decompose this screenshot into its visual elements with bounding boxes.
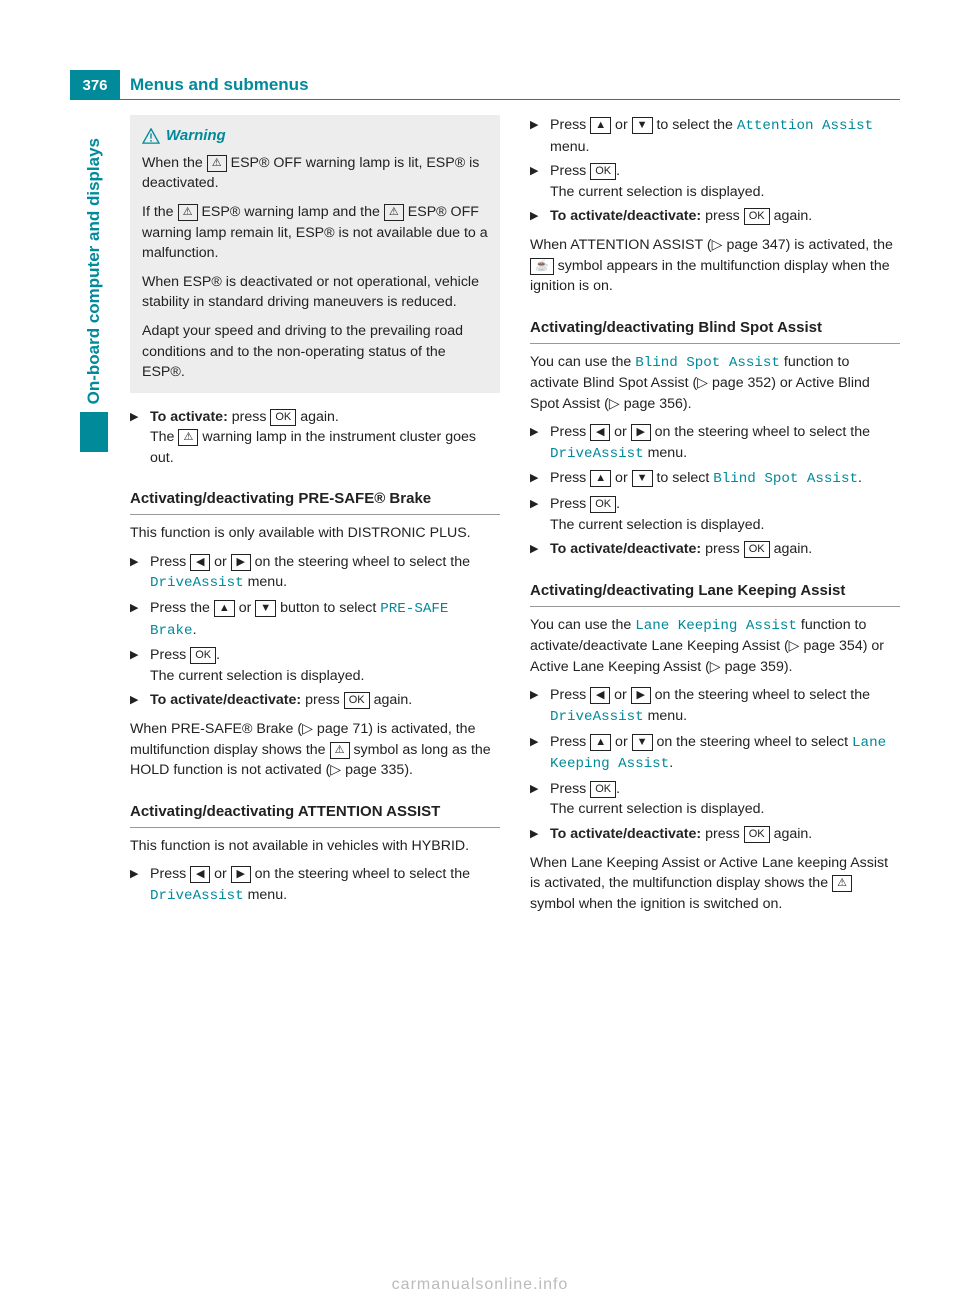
presafe-step2: ▶ Press the ▲ or ▼ button to select PRE-… [130, 598, 500, 641]
warning-p3: When ESP® is deactivated or not operatio… [142, 272, 488, 313]
page: 376 Menus and submenus On-board computer… [0, 0, 960, 1302]
header-bar: 376 Menus and submenus [70, 70, 900, 100]
side-label: On-board computer and displays [84, 130, 104, 412]
right-key: ▶ [631, 687, 651, 704]
step-marker: ▶ [130, 407, 142, 469]
up-key: ▲ [214, 600, 235, 617]
footer-watermark: carmanualsonline.info [0, 1276, 960, 1294]
esp-off-key: ⚠ [178, 429, 198, 446]
blindspot-menu: Blind Spot Assist [635, 355, 780, 371]
blindspot-step3: ▶ Press OK.The current selection is disp… [530, 494, 900, 535]
brake-key: ⚠ [330, 742, 350, 759]
warning-label: Warning [166, 125, 226, 147]
lane-heading: Activating/deactivating Lane Keeping Ass… [530, 580, 900, 607]
ok-key: OK [270, 409, 296, 426]
ok-key: OK [744, 826, 770, 843]
lane-step3: ▶ Press OK.The current selection is disp… [530, 779, 900, 820]
right-key: ▶ [231, 554, 251, 571]
esp-off-key: ⚠ [207, 155, 227, 172]
ok-key: OK [590, 781, 616, 798]
down-key: ▼ [632, 470, 653, 487]
ok-key: OK [590, 163, 616, 180]
right-key: ▶ [231, 866, 251, 883]
page-number: 376 [70, 70, 120, 100]
warning-title: Warning [142, 125, 488, 147]
left-key: ◀ [590, 687, 610, 704]
up-key: ▲ [590, 117, 611, 134]
up-key: ▲ [590, 734, 611, 751]
ok-key: OK [344, 692, 370, 709]
presafe-note: When PRE-SAFE® Brake (▷ page 71) is acti… [130, 719, 500, 781]
presafe-step1: ▶ Press ◀ or ▶ on the steering wheel to … [130, 552, 500, 594]
attention-step2: ▶ Press ▲ or ▼ to select the Attention A… [530, 115, 900, 157]
down-key: ▼ [632, 117, 653, 134]
header-title: Menus and submenus [120, 70, 900, 100]
blindspot-menu: Blind Spot Assist [713, 471, 858, 487]
warning-p2: If the ⚠ ESP® warning lamp and the ⚠ ESP… [142, 202, 488, 264]
lane-key: ⚠ [832, 875, 852, 892]
left-key: ◀ [190, 554, 210, 571]
attention-step3: ▶ Press OK.The current selection is disp… [530, 161, 900, 202]
driveassist-menu: DriveAssist [550, 709, 644, 725]
driveassist-menu: DriveAssist [150, 888, 244, 904]
lane-note: When Lane Keeping Assist or Active Lane … [530, 853, 900, 915]
left-key: ◀ [590, 424, 610, 441]
ok-key: OK [744, 541, 770, 558]
presafe-step4: ▶ To activate/deactivate: press OK again… [130, 690, 500, 711]
up-key: ▲ [590, 470, 611, 487]
coffee-key: ☕ [530, 258, 554, 275]
esp-off-key: ⚠ [384, 204, 404, 221]
attention-heading: Activating/deactivating ATTENTION ASSIST [130, 801, 500, 828]
blindspot-heading: Activating/deactivating Blind Spot Assis… [530, 317, 900, 344]
warning-box: Warning When the ⚠ ESP® OFF warning lamp… [130, 115, 500, 393]
ok-key: OK [190, 647, 216, 664]
blindspot-intro: You can use the Blind Spot Assist functi… [530, 352, 900, 415]
attention-note: When ATTENTION ASSIST (▷ page 347) is ac… [530, 235, 900, 297]
left-key: ◀ [190, 866, 210, 883]
side-block [80, 412, 108, 452]
lane-menu: Lane Keeping Assist [635, 618, 797, 634]
right-key: ▶ [631, 424, 651, 441]
attention-intro: This function is not available in vehicl… [130, 836, 500, 857]
lane-step2: ▶ Press ▲ or ▼ on the steering wheel to … [530, 732, 900, 775]
ok-key: OK [590, 496, 616, 513]
presafe-heading: Activating/deactivating PRE-SAFE® Brake [130, 488, 500, 515]
down-key: ▼ [255, 600, 276, 617]
down-key: ▼ [632, 734, 653, 751]
presafe-step3: ▶ Press OK.The current selection is disp… [130, 645, 500, 686]
lane-step4: ▶ To activate/deactivate: press OK again… [530, 824, 900, 845]
ok-key: OK [744, 208, 770, 225]
content: Warning When the ⚠ ESP® OFF warning lamp… [130, 115, 900, 1262]
driveassist-menu: DriveAssist [150, 575, 244, 591]
esp-key: ⚠ [178, 204, 198, 221]
attention-step4: ▶ To activate/deactivate: press OK again… [530, 206, 900, 227]
step-activate: ▶ To activate: press OK again. The ⚠ war… [130, 407, 500, 469]
attention-step1: ▶ Press ◀ or ▶ on the steering wheel to … [130, 864, 500, 906]
side-tab: On-board computer and displays [80, 130, 108, 452]
blindspot-step2: ▶ Press ▲ or ▼ to select Blind Spot Assi… [530, 468, 900, 490]
lane-step1: ▶ Press ◀ or ▶ on the steering wheel to … [530, 685, 900, 727]
warning-p1: When the ⚠ ESP® OFF warning lamp is lit,… [142, 153, 488, 194]
lane-intro: You can use the Lane Keeping Assist func… [530, 615, 900, 678]
warning-icon [142, 128, 160, 144]
presafe-intro: This function is only available with DIS… [130, 523, 500, 544]
blindspot-step4: ▶ To activate/deactivate: press OK again… [530, 539, 900, 560]
blindspot-step1: ▶ Press ◀ or ▶ on the steering wheel to … [530, 422, 900, 464]
warning-p4: Adapt your speed and driving to the prev… [142, 321, 488, 383]
attention-menu: Attention Assist [737, 118, 873, 134]
driveassist-menu: DriveAssist [550, 446, 644, 462]
activate-label: To activate: [150, 409, 228, 425]
